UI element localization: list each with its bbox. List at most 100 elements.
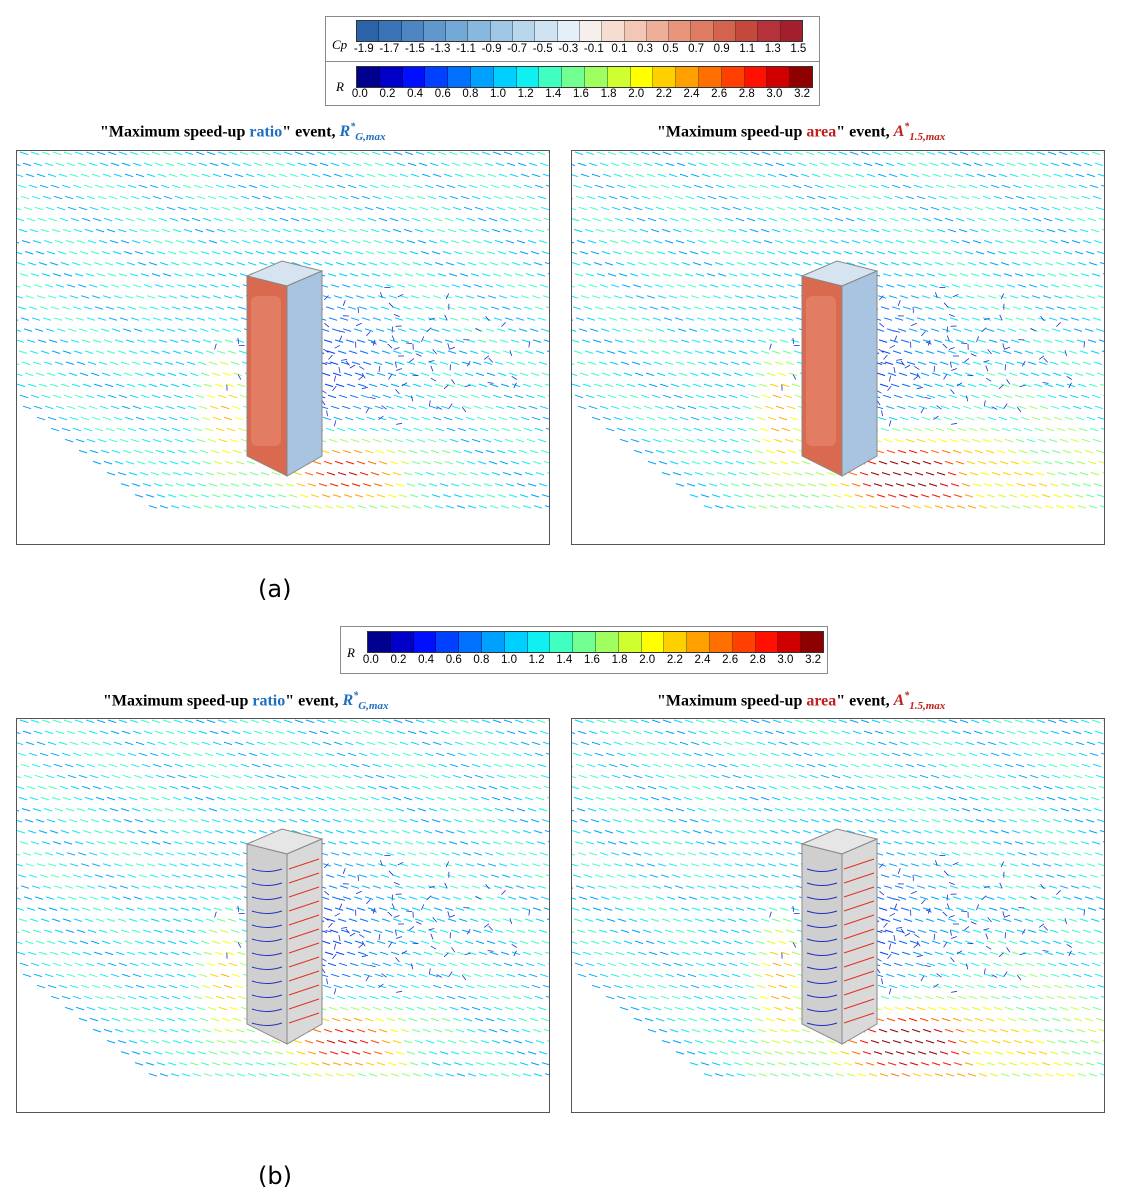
velocity-vector (63, 273, 73, 277)
velocity-vector (931, 372, 941, 377)
velocity-vector (435, 184, 445, 189)
velocity-vector (718, 317, 728, 321)
velocity-vector (182, 427, 192, 432)
velocity-vector (419, 1017, 429, 1022)
velocity-vector (285, 1051, 295, 1055)
velocity-vector (580, 295, 590, 299)
velocity-vector (72, 995, 82, 1000)
velocity-vector (66, 405, 76, 410)
velocity-vector (141, 317, 151, 321)
velocity-vector (491, 472, 501, 476)
velocity-vector (878, 460, 888, 465)
velocity-vector (346, 1073, 356, 1077)
velocity-vector (252, 240, 262, 244)
velocity-vector (542, 173, 549, 177)
velocity-vector (572, 164, 576, 167)
velocity-vector (118, 841, 128, 845)
velocity-vector (162, 273, 172, 277)
velocity-vector (590, 372, 600, 377)
velocity-vector (376, 940, 386, 945)
velocity-vector (967, 262, 977, 266)
velocity-vector (230, 240, 240, 244)
velocity-vector (92, 785, 102, 790)
velocity-vector (499, 460, 509, 465)
velocity-vector (359, 350, 369, 354)
velocity-vector (745, 416, 755, 421)
velocity-vector (445, 383, 455, 388)
velocity-vector (681, 383, 691, 388)
velocity-vector (70, 907, 80, 911)
velocity-vector (955, 460, 965, 465)
velocity-vector (181, 830, 191, 834)
velocity-vector (431, 494, 441, 498)
velocity-vector (184, 719, 194, 724)
velocity-vector (448, 273, 458, 277)
velocity-vector (79, 940, 89, 945)
velocity-vector (266, 251, 276, 255)
velocity-vector (933, 460, 943, 465)
colorbar-swatch (470, 67, 494, 87)
velocity-vector (139, 228, 149, 233)
velocity-vector (1095, 206, 1104, 211)
velocity-vector (78, 449, 88, 454)
velocity-vector (165, 405, 175, 410)
velocity-vector (702, 460, 712, 465)
velocity-vector (810, 251, 820, 255)
velocity-vector (823, 217, 833, 222)
velocity-vector (242, 162, 252, 167)
velocity-vector (52, 273, 62, 277)
velocity-vector (86, 1006, 96, 1011)
velocity-vector (142, 929, 152, 933)
velocity-vector (480, 1040, 490, 1044)
velocity-vector (944, 217, 954, 222)
velocity-vector (1094, 405, 1104, 410)
velocity-vector (86, 763, 96, 768)
velocity-vector (206, 841, 216, 845)
velocity-vector (188, 206, 198, 211)
velocity-vector (1009, 295, 1019, 299)
velocity-vector (468, 184, 478, 189)
velocity-vector (344, 863, 354, 867)
velocity-vector (597, 317, 607, 321)
velocity-vector (36, 173, 46, 178)
velocity-vector (1032, 460, 1042, 465)
velocity-vector (976, 416, 986, 421)
velocity-vector (378, 907, 388, 911)
velocity-vector (201, 863, 211, 867)
velocity-vector (158, 785, 168, 790)
velocity-vector (490, 184, 500, 189)
velocity-vector (358, 375, 364, 381)
velocity-vector (346, 951, 356, 956)
velocity-vector (606, 350, 616, 354)
velocity-vector (151, 273, 161, 277)
velocity-vector (347, 995, 357, 1000)
colorbar-swatch (721, 67, 745, 87)
velocity-vector (229, 438, 239, 443)
velocity-vector (680, 460, 690, 465)
velocity-vector (50, 427, 60, 432)
velocity-vector (37, 339, 47, 343)
velocity-vector (581, 217, 591, 222)
velocity-vector (51, 796, 61, 801)
velocity-vector (222, 819, 232, 823)
velocity-vector (252, 483, 262, 487)
velocity-vector (936, 405, 942, 410)
velocity-vector (155, 1017, 165, 1022)
velocity-vector (1021, 339, 1031, 343)
velocity-vector (607, 273, 617, 277)
velocity-vector (65, 929, 75, 933)
velocity-vector (59, 907, 69, 911)
velocity-vector (130, 195, 140, 200)
velocity-vector (19, 841, 29, 845)
velocity-vector (107, 394, 117, 399)
velocity-vector (1007, 206, 1017, 211)
velocity-vector (217, 394, 227, 399)
velocity-vector (170, 830, 180, 834)
velocity-vector (108, 195, 118, 200)
velocity-vector (631, 361, 641, 365)
velocity-vector (380, 427, 390, 432)
velocity-vector (987, 295, 997, 299)
velocity-vector (974, 328, 984, 332)
velocity-vector (431, 251, 441, 255)
velocity-vector (1033, 383, 1043, 388)
